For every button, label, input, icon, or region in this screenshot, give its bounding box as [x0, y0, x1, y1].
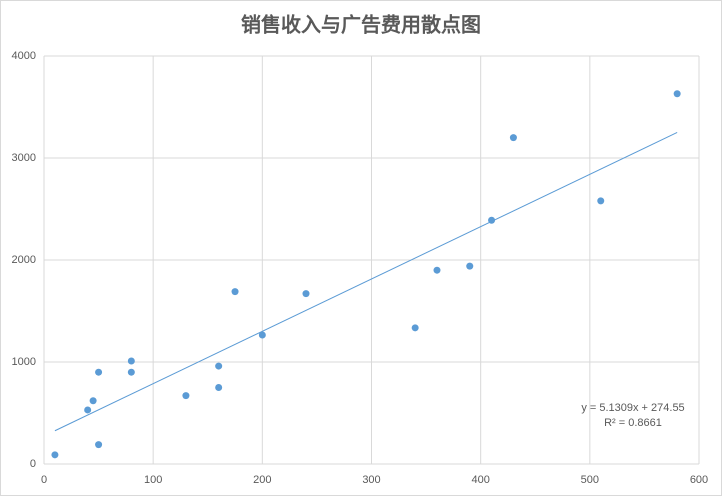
data-point: [182, 392, 190, 400]
trendline-equation: y = 5.1309x + 274.55: [581, 402, 684, 414]
data-point: [488, 216, 496, 224]
y-tick-label: 3000: [12, 152, 36, 164]
x-tick-label: 200: [253, 474, 271, 486]
x-tick-label: 500: [581, 474, 599, 486]
data-point: [51, 451, 59, 459]
data-point: [302, 290, 310, 298]
data-point: [215, 384, 223, 391]
y-tick-label: 0: [30, 458, 36, 470]
trendline: [54, 132, 678, 432]
data-point: [127, 368, 135, 376]
y-tick-label: 2000: [12, 254, 36, 266]
x-tick-label: 300: [362, 474, 380, 486]
data-point: [84, 406, 92, 414]
y-tick-label: 1000: [12, 356, 36, 368]
data-point: [95, 441, 103, 449]
x-tick-label: 100: [144, 474, 162, 486]
y-tick-label: 4000: [12, 50, 36, 62]
data-point: [411, 324, 419, 332]
data-point: [509, 134, 517, 142]
data-point: [433, 266, 441, 274]
data-point: [127, 357, 135, 365]
data-point: [258, 331, 266, 339]
data-point: [466, 262, 474, 270]
x-tick-label: 400: [471, 474, 489, 486]
x-tick-label: 0: [41, 474, 47, 486]
data-point: [95, 368, 103, 376]
x-tick-label: 600: [690, 474, 708, 486]
trendline-r-squared: R² = 0.8661: [604, 417, 662, 429]
chart-title: 销售收入与广告费用散点图: [241, 12, 481, 36]
data-point: [597, 197, 605, 205]
data-point: [215, 362, 223, 370]
data-point: [673, 90, 681, 98]
data-point: [89, 397, 97, 405]
data-point: [231, 288, 239, 296]
